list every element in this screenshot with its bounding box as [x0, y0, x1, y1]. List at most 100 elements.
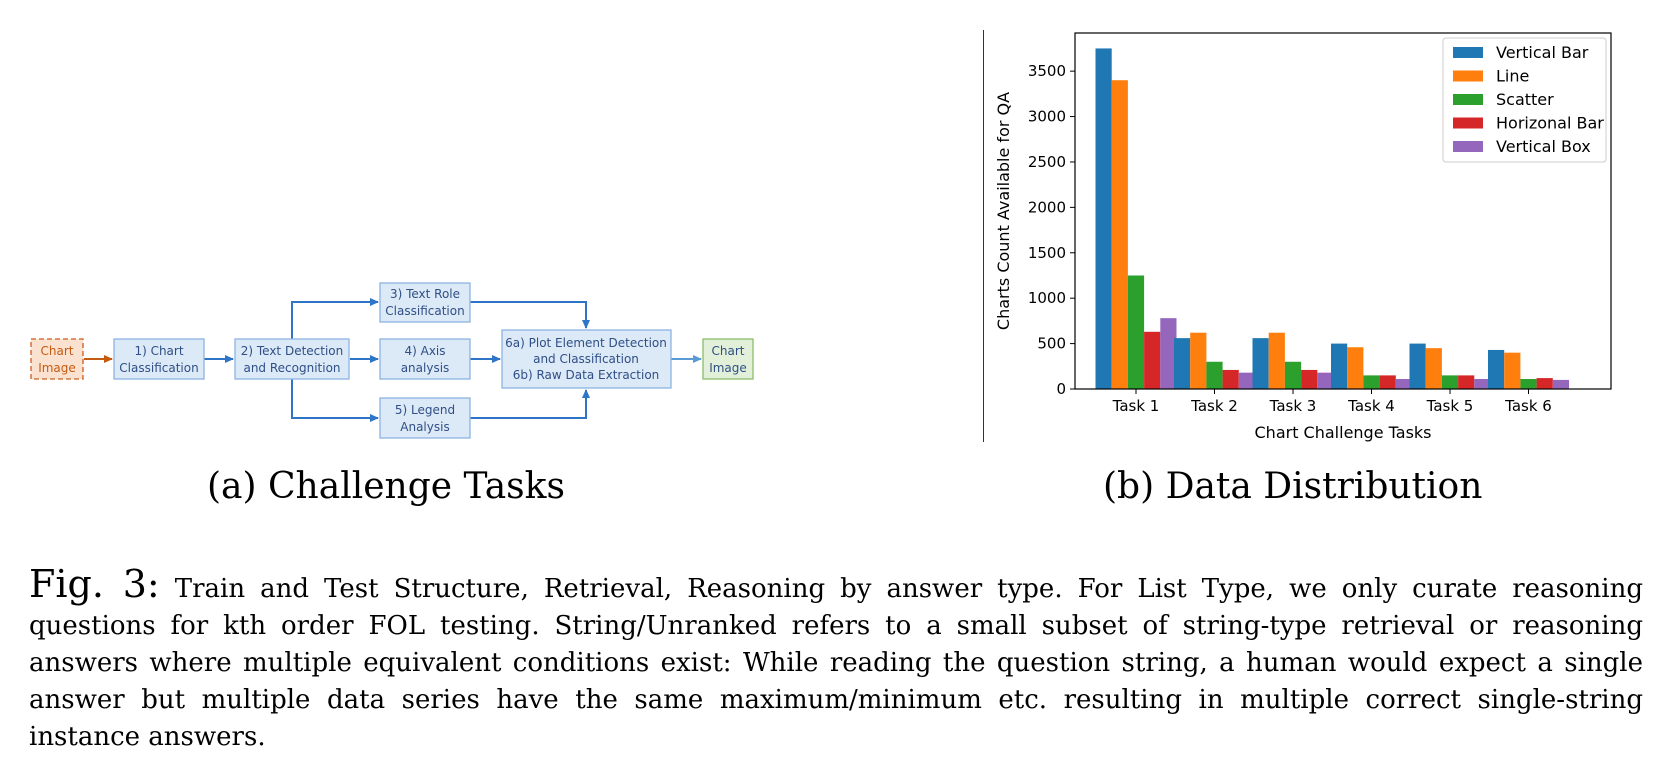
- panel-divider: [983, 30, 984, 442]
- bar-vertical-box-task-6: [1552, 379, 1569, 389]
- bar-horizonal-bar-task-5: [1458, 375, 1475, 389]
- node-axis-analysis: 4) Axis analysis: [379, 338, 471, 380]
- node-plot-element-detection: 6a) Plot Element Detection and Classific…: [501, 329, 672, 389]
- node-label-line: and Classification: [533, 352, 639, 366]
- node-chart-image-output: Chart Image: [702, 338, 754, 380]
- bar-line-task-2: [1190, 332, 1207, 389]
- bar-vertical-box-task-5: [1474, 379, 1491, 389]
- legend-entries: Vertical Bar Line Scatter Horizonal Bar Vert…: [1453, 43, 1604, 156]
- bar-vertical-bar-task-2: [1174, 338, 1191, 389]
- node-label-line: 6a) Plot Element Detection: [505, 336, 667, 350]
- node-legend-analysis: 5) Legend Analysis: [379, 397, 471, 439]
- y-tick-label: 1000: [1028, 289, 1066, 307]
- node-label-line: Classification: [385, 304, 464, 318]
- x-tick-label: Task 3: [1269, 397, 1317, 415]
- x-tick-label: Task 5: [1426, 397, 1474, 415]
- node-label-line: Chart: [41, 344, 74, 358]
- legend-label: Horizonal Bar: [1496, 114, 1604, 133]
- legend-frame: [1442, 37, 1607, 163]
- node-label-line: 1) Chart: [134, 344, 183, 358]
- y-tick-label: 0: [1056, 380, 1066, 398]
- y-tick-label: 2500: [1028, 153, 1066, 171]
- bar-line-task-3: [1268, 332, 1285, 389]
- y-tick-label: 500: [1037, 335, 1066, 353]
- legend-label: Scatter: [1496, 90, 1554, 109]
- figure-caption-text: Train and Test Structure, Retrieval, Rea…: [29, 574, 1644, 752]
- legend-swatch: [1453, 47, 1483, 58]
- challenge-tasks-diagram: Chart Image 1) Chart Classification 2) T…: [30, 282, 754, 439]
- legend-label: Vertical Bar: [1496, 43, 1589, 62]
- bar-line-task-5: [1425, 348, 1442, 389]
- x-tick-label: Task 6: [1504, 397, 1552, 415]
- legend-label: Line: [1496, 67, 1529, 86]
- bar-horizonal-bar-task-3: [1301, 369, 1318, 389]
- node-label-line: Analysis: [400, 420, 449, 434]
- bar-vertical-box-task-4: [1395, 379, 1412, 389]
- bar-horizonal-bar-task-4: [1379, 375, 1396, 389]
- node-label-line: 2) Text Detection: [241, 344, 344, 358]
- bar-scatter-task-3: [1284, 361, 1302, 389]
- x-axis-title: Chart Challenge Tasks: [1255, 423, 1432, 442]
- bar-vertical-bar-task-6: [1488, 349, 1505, 389]
- y-axis-title: Charts Count Available for QA: [994, 92, 1013, 330]
- y-tick-label: 3500: [1028, 62, 1066, 80]
- legend: Vertical Bar Line Scatter Horizonal Bar Vert…: [1442, 37, 1607, 163]
- legend-swatch: [1453, 70, 1483, 82]
- node-label-line: Chart: [712, 344, 745, 358]
- bar-vertical-bar-task-5: [1409, 343, 1426, 389]
- bar-scatter-task-1: [1127, 275, 1145, 389]
- bar-line-task-1: [1111, 80, 1128, 389]
- node-chart-image-input: Chart Image: [30, 338, 84, 380]
- bar-vertical-box-task-3: [1317, 372, 1334, 389]
- y-tick-label: 1500: [1028, 244, 1066, 262]
- bar-scatter-task-2: [1206, 361, 1223, 389]
- y-tick-label: 2000: [1028, 198, 1066, 216]
- bar-scatter-task-4: [1363, 375, 1380, 389]
- legend-label: Vertical Box: [1496, 137, 1591, 156]
- bar-vertical-box-task-1: [1160, 318, 1177, 389]
- bar-horizonal-bar-task-2: [1222, 369, 1239, 389]
- figure-label: Fig. 3:: [29, 562, 160, 606]
- bar-line-task-6: [1504, 352, 1521, 389]
- node-label-line: Image: [709, 361, 747, 375]
- figure-caption: Fig. 3: Train and Test Structure, Retrie…: [29, 565, 1644, 756]
- subcaption-data-distribution: (b) Data Distribution: [1103, 466, 1483, 507]
- bar-scatter-task-5: [1441, 375, 1459, 389]
- edge-legend-to-plot-element: [470, 389, 590, 419]
- edge-text-detection-to-text-role: [291, 298, 379, 341]
- node-label-line: and Recognition: [243, 361, 340, 375]
- node-label-line: 3) Text Role: [390, 287, 460, 301]
- y-axis: 0 500 1000 1500 2000 2500 3000 3500: [1028, 62, 1075, 398]
- bar-horizonal-bar-task-6: [1536, 378, 1553, 389]
- bar-scatter-task-6: [1520, 379, 1537, 389]
- legend-swatch: [1453, 94, 1483, 105]
- node-label-line: analysis: [401, 361, 450, 375]
- node-text-role-classification: 3) Text Role Classification: [379, 282, 471, 323]
- chart-bars-group: [1095, 48, 1569, 389]
- bar-vertical-bar-task-3: [1252, 338, 1269, 389]
- legend-swatch: [1453, 141, 1483, 152]
- bar-vertical-box-task-2: [1238, 372, 1255, 389]
- x-tick-label: Task 1: [1112, 397, 1160, 415]
- plot-frame: [1074, 32, 1612, 390]
- legend-swatch: [1453, 117, 1483, 129]
- bar-vertical-bar-task-4: [1331, 343, 1348, 389]
- node-text-detection: 2) Text Detection and Recognition: [234, 338, 350, 380]
- edge-text-detection-to-legend: [291, 377, 379, 422]
- bar-horizonal-bar-task-1: [1144, 331, 1161, 389]
- node-label-line: 4) Axis: [404, 344, 445, 358]
- node-label-line: Image: [38, 361, 76, 375]
- x-axis: Task 1 Task 2 Task 3 Task 4 Task 5 Task 6: [1112, 389, 1552, 415]
- edge-text-role-to-plot-element: [470, 301, 590, 329]
- bar-vertical-bar-task-1: [1095, 48, 1112, 389]
- y-tick-label: 3000: [1028, 108, 1066, 126]
- bar-line-task-4: [1347, 347, 1364, 389]
- node-label-line: 5) Legend: [395, 403, 455, 417]
- node-chart-classification: 1) Chart Classification: [113, 338, 205, 380]
- node-label-line: Classification: [119, 361, 198, 375]
- x-tick-label: Task 2: [1190, 397, 1238, 415]
- node-label-line: 6b) Raw Data Extraction: [513, 368, 660, 382]
- subcaption-challenge-tasks: (a) Challenge Tasks: [207, 466, 565, 507]
- x-tick-label: Task 4: [1347, 397, 1395, 415]
